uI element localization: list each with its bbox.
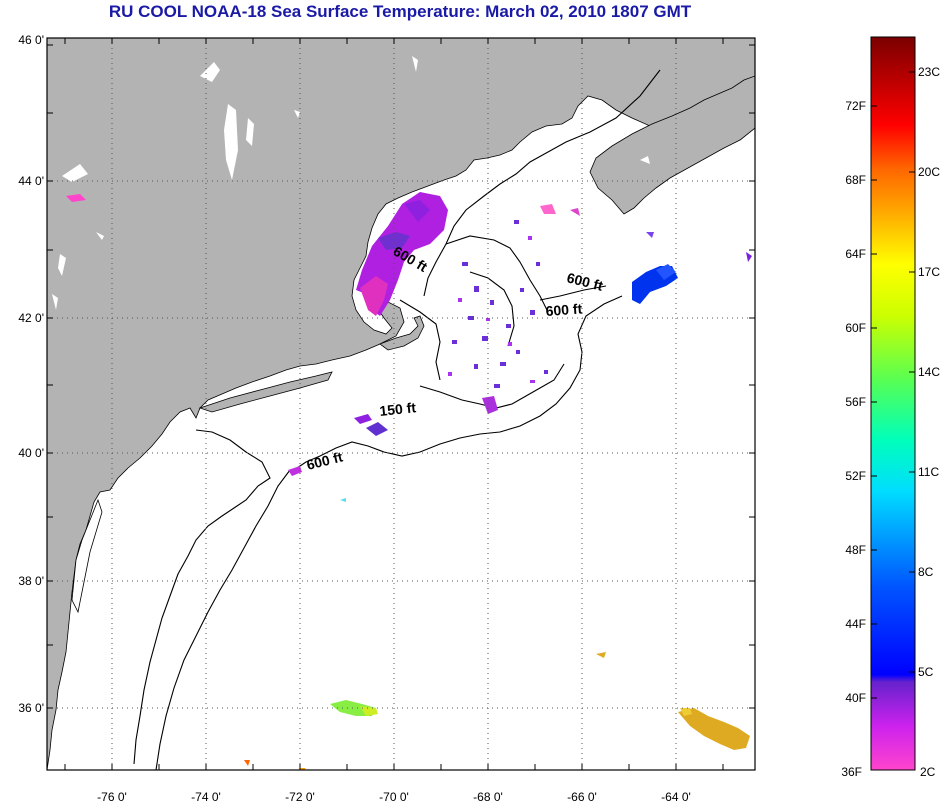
lat-label: 40 0' — [18, 446, 44, 460]
map-title: RU COOL NOAA-18 Sea Surface Temperature:… — [108, 2, 692, 21]
land-long-island — [198, 371, 333, 413]
colorbar-f-label: 48F — [845, 543, 866, 557]
contour-label: 150 ft — [379, 399, 417, 419]
colorbar-c-label: 17C — [918, 265, 940, 279]
graticule — [47, 38, 755, 770]
colorbar-f-label: 60F — [845, 321, 866, 335]
land-cape-cod — [379, 315, 425, 351]
colorbar-f-label: 52F — [845, 469, 866, 483]
lon-label: -70 0' — [379, 790, 409, 804]
colorbar-gradient — [870, 36, 916, 771]
latitude-labels: 46 0' 44 0' 42 0' 40 0' 38 0' 36 0' — [18, 33, 44, 715]
colorbar-c-label: 8C — [918, 565, 934, 579]
bathymetry-contours — [133, 69, 661, 770]
colorbar: 72F 68F 64F 60F 56F 52F 48F 44F 40F 36F … — [841, 36, 940, 779]
lon-label: -72 0' — [285, 790, 315, 804]
land-nova-scotia — [589, 75, 755, 215]
lat-label: 38 0' — [18, 574, 44, 588]
colorbar-f-label: 72F — [845, 99, 866, 113]
colorbar-c-label: 23C — [918, 65, 940, 79]
lat-label: 36 0' — [18, 701, 44, 715]
lon-label: -66 0' — [567, 790, 597, 804]
colorbar-c-label: 20C — [918, 165, 940, 179]
map-frame — [46, 37, 756, 771]
colorbar-f-label: 64F — [845, 247, 866, 261]
contour-label: 600 ft — [545, 300, 583, 319]
lon-label: -74 0' — [191, 790, 221, 804]
colorbar-c-label: 11C — [918, 465, 939, 479]
colorbar-f-label: 56F — [845, 395, 866, 409]
colorbar-f-label: 40F — [845, 691, 866, 705]
lat-label: 44 0' — [18, 174, 44, 188]
colorbar-c-label: 14C — [918, 365, 940, 379]
colorbar-c-label: 5C — [918, 665, 934, 679]
chesapeake-bay — [71, 498, 103, 614]
colorbar-f-label: 44F — [845, 617, 866, 631]
longitude-labels: -76 0' -74 0' -72 0' -70 0' -68 0' -66 0… — [97, 790, 691, 804]
sst-patches — [66, 192, 752, 770]
lat-label: 46 0' — [18, 33, 44, 47]
lon-label: -68 0' — [473, 790, 503, 804]
lon-label: -64 0' — [661, 790, 691, 804]
ticks — [47, 38, 755, 770]
lon-label: -76 0' — [97, 790, 127, 804]
colorbar-f-label: 68F — [845, 173, 866, 187]
colorbar-f-label: 36F — [841, 765, 862, 779]
colorbar-c-label: 2C — [920, 765, 936, 779]
lat-label: 42 0' — [18, 311, 44, 325]
